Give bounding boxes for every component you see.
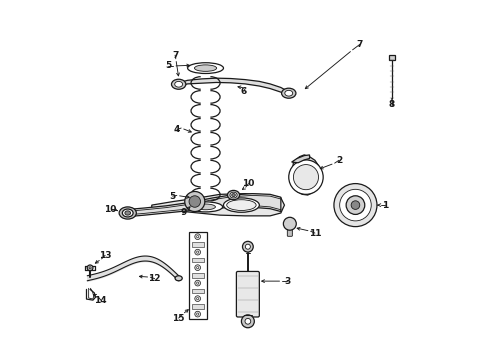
Circle shape bbox=[89, 267, 91, 269]
Text: 7: 7 bbox=[172, 51, 178, 60]
Polygon shape bbox=[292, 155, 310, 163]
Ellipse shape bbox=[232, 194, 235, 197]
Text: 9: 9 bbox=[180, 208, 187, 217]
Circle shape bbox=[196, 235, 199, 238]
Ellipse shape bbox=[175, 276, 182, 281]
Text: 6: 6 bbox=[241, 86, 247, 95]
Circle shape bbox=[196, 313, 199, 315]
Text: 7: 7 bbox=[357, 40, 363, 49]
Text: 10: 10 bbox=[243, 179, 255, 188]
Bar bbox=[192, 273, 204, 278]
Bar bbox=[192, 304, 204, 309]
Bar bbox=[389, 55, 395, 59]
FancyBboxPatch shape bbox=[287, 222, 293, 236]
Polygon shape bbox=[152, 194, 285, 216]
Ellipse shape bbox=[227, 190, 240, 200]
Ellipse shape bbox=[188, 63, 223, 73]
Ellipse shape bbox=[282, 88, 296, 98]
Circle shape bbox=[196, 266, 199, 269]
Circle shape bbox=[196, 251, 199, 253]
Text: 12: 12 bbox=[148, 274, 161, 283]
Circle shape bbox=[245, 244, 250, 249]
Circle shape bbox=[283, 217, 296, 230]
Circle shape bbox=[189, 196, 200, 207]
Circle shape bbox=[334, 184, 377, 226]
Circle shape bbox=[195, 296, 200, 301]
Text: 11: 11 bbox=[309, 229, 321, 238]
Text: 8: 8 bbox=[389, 100, 395, 109]
Text: 2: 2 bbox=[336, 156, 342, 165]
Circle shape bbox=[195, 280, 200, 286]
Circle shape bbox=[87, 265, 93, 271]
Text: 13: 13 bbox=[99, 251, 111, 260]
Circle shape bbox=[340, 189, 371, 221]
Circle shape bbox=[243, 241, 253, 252]
Circle shape bbox=[195, 311, 200, 317]
Text: 4: 4 bbox=[173, 125, 180, 134]
Circle shape bbox=[196, 282, 199, 284]
Ellipse shape bbox=[230, 192, 237, 198]
Ellipse shape bbox=[196, 204, 216, 210]
Circle shape bbox=[185, 192, 205, 212]
Ellipse shape bbox=[172, 79, 186, 89]
Ellipse shape bbox=[119, 207, 136, 219]
Text: 5: 5 bbox=[165, 62, 172, 71]
Circle shape bbox=[242, 315, 254, 328]
Circle shape bbox=[351, 201, 360, 210]
Circle shape bbox=[245, 319, 251, 324]
Circle shape bbox=[294, 165, 318, 190]
Text: 3: 3 bbox=[284, 276, 291, 285]
Bar bbox=[192, 258, 204, 262]
Circle shape bbox=[195, 265, 200, 270]
Ellipse shape bbox=[175, 81, 183, 87]
Text: 1: 1 bbox=[382, 201, 388, 210]
Circle shape bbox=[195, 234, 200, 239]
FancyBboxPatch shape bbox=[236, 271, 259, 317]
Circle shape bbox=[196, 298, 199, 300]
Polygon shape bbox=[180, 78, 287, 95]
Polygon shape bbox=[128, 194, 281, 217]
Ellipse shape bbox=[122, 209, 133, 217]
Polygon shape bbox=[292, 155, 319, 195]
Ellipse shape bbox=[227, 200, 256, 211]
Bar bbox=[192, 242, 204, 247]
Circle shape bbox=[346, 196, 365, 215]
Ellipse shape bbox=[195, 65, 217, 71]
Bar bbox=[192, 289, 204, 293]
Text: 10: 10 bbox=[104, 205, 117, 214]
Text: 5: 5 bbox=[170, 192, 176, 201]
Bar bbox=[189, 231, 207, 319]
Ellipse shape bbox=[189, 202, 222, 212]
Text: 15: 15 bbox=[172, 314, 185, 323]
Ellipse shape bbox=[125, 211, 131, 215]
Circle shape bbox=[289, 160, 323, 194]
Circle shape bbox=[195, 249, 200, 255]
Ellipse shape bbox=[223, 198, 259, 212]
Text: 14: 14 bbox=[95, 296, 107, 305]
Ellipse shape bbox=[285, 90, 293, 96]
